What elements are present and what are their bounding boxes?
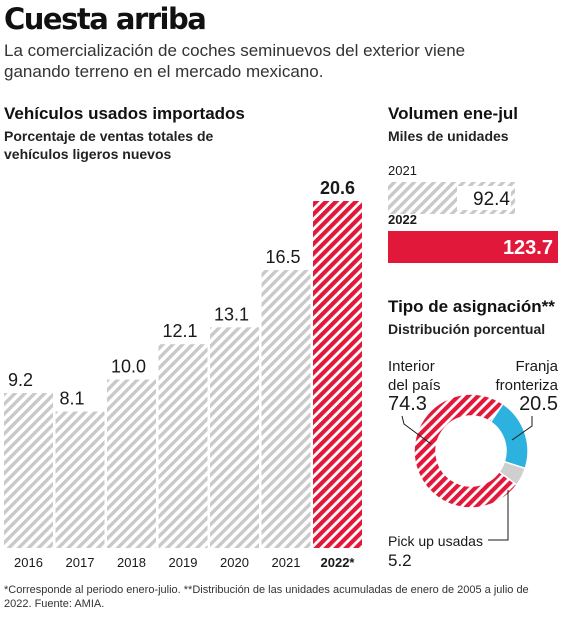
yearly-bar-chart: 9.2 2016 8.1 2017 10.0 2018 12.1 2019 13.1 2020 16… <box>4 178 362 570</box>
volume-bar-chart: 2021 92.4 2022 123.7 <box>388 163 558 263</box>
bar-2020 <box>210 327 259 548</box>
bar-value-label: 13.1 <box>214 304 249 324</box>
donut-legend-franja: fronteriza <box>495 377 558 394</box>
donut-legend-interior: del país <box>388 377 441 394</box>
volume-value-label: 123.7 <box>503 237 553 259</box>
bar-chart-title: Vehículos usados importados <box>4 104 245 123</box>
page-subtitle: La comercialización de coches seminuevos… <box>4 41 466 81</box>
bar-value-label: 8.1 <box>60 389 85 409</box>
donut-value-interior: 74.3 <box>388 393 427 415</box>
bar-value-label: 9.2 <box>8 370 33 390</box>
volume-label-backing <box>456 186 511 210</box>
leader-line-interior <box>401 415 432 445</box>
leader-line-franja <box>511 416 533 441</box>
bar-value-label: 10.0 <box>111 357 146 377</box>
bar-value-label: 20.6 <box>320 178 355 198</box>
bar-2021 <box>261 270 311 548</box>
category-label: 2021 <box>272 555 301 570</box>
page-title: Cuesta arriba <box>4 2 207 36</box>
donut-chart-subtitle: Distribución porcentual <box>388 321 546 337</box>
footnote: *Corresponde al periodo enero-julio. **D… <box>4 584 529 610</box>
category-label: 2016 <box>14 555 43 570</box>
volume-value-label: 92.4 <box>473 189 510 210</box>
volume-year-label: 2021 <box>388 163 417 178</box>
donut-legend-interior: Interior <box>388 358 435 375</box>
category-label: 2017 <box>66 555 95 570</box>
volume-year-label: 2022 <box>388 212 417 227</box>
category-label: 2022* <box>321 555 356 570</box>
volume-chart-title: Volumen ene-jul <box>388 104 519 123</box>
bar-2017 <box>55 411 105 548</box>
leader-line-pickup <box>488 490 509 541</box>
bar-value-label: 12.1 <box>163 321 198 341</box>
bar-2019 <box>158 344 208 548</box>
volume-chart-subtitle: Miles de unidades <box>388 128 509 144</box>
bar-2016 <box>4 393 53 548</box>
donut-slice-interior <box>413 393 518 509</box>
donut-legend-franja: Franja <box>515 358 558 375</box>
bar-value-label: 16.5 <box>266 247 301 267</box>
bar-2018 <box>107 379 156 548</box>
category-label: 2020 <box>220 555 249 570</box>
volume-bar-2022 <box>388 231 558 263</box>
category-label: 2019 <box>169 555 198 570</box>
donut-chart-title: Tipo de asignación** <box>388 297 555 316</box>
donut-value-franja: 20.5 <box>519 393 558 415</box>
category-label: 2018 <box>117 555 146 570</box>
bar-chart-subtitle: Porcentaje de ventas totales de vehículo… <box>4 128 214 162</box>
bar-2022* <box>313 201 362 548</box>
donut-value-pickup: 5.2 <box>388 551 412 570</box>
donut-legend-pickup: Pick up usadas <box>388 533 483 549</box>
